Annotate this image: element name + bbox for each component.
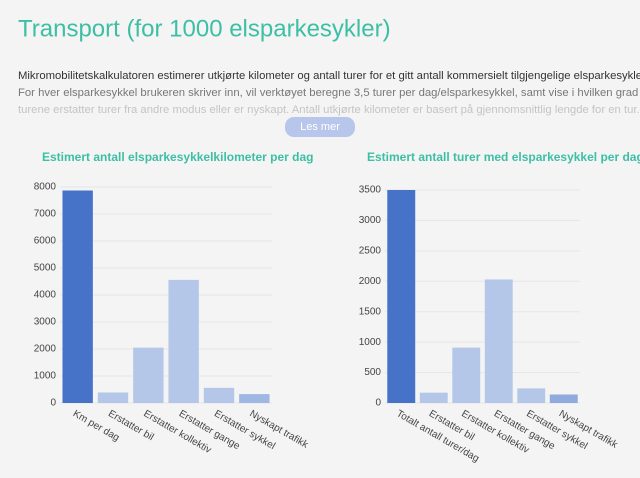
y-tick-label: 6000	[34, 236, 57, 247]
chart-title: Estimert antall turer med elsparkesykkel…	[367, 150, 640, 164]
y-tick-label: 2000	[359, 276, 382, 287]
x-tick-label: Nyskapt trafikk	[248, 408, 311, 451]
y-tick-label: 2000	[34, 344, 57, 355]
chart-title: Estimert antall elsparkesykkelkilometer …	[42, 150, 313, 164]
y-tick-label: 3500	[359, 185, 382, 196]
y-tick-label: 3000	[34, 317, 57, 328]
y-tick-label: 1000	[359, 337, 382, 348]
bar	[62, 190, 93, 403]
intro-line: turene erstatter turer fra andre modus e…	[18, 104, 640, 116]
y-tick-label: 8000	[34, 182, 57, 193]
bar	[549, 394, 578, 403]
y-tick-label: 2500	[359, 245, 382, 256]
y-tick-label: 7000	[34, 209, 57, 220]
bar	[97, 392, 129, 403]
y-tick-label: 0	[50, 398, 56, 409]
bar	[517, 388, 546, 403]
bar	[133, 347, 164, 403]
read-more-label[interactable]: Les mer	[300, 121, 340, 133]
y-tick-label: 1500	[359, 306, 382, 317]
bar	[203, 387, 235, 403]
bar	[168, 279, 199, 403]
y-tick-label: 5000	[34, 263, 57, 274]
bar	[452, 347, 481, 403]
y-tick-label: 3000	[359, 215, 382, 226]
bar	[484, 279, 513, 403]
page-title: Transport (for 1000 elsparkesykler)	[18, 15, 391, 42]
y-tick-label: 500	[364, 367, 381, 378]
intro-line: Mikromobilitetskalkulatoren estimerer ut…	[18, 70, 640, 82]
read-more-button[interactable]	[285, 117, 355, 137]
bar	[239, 394, 270, 403]
y-tick-label: 4000	[34, 290, 57, 301]
intro-line: For hver elsparkesykkel brukeren skriver…	[18, 87, 638, 99]
bar	[387, 190, 416, 403]
y-tick-label: 0	[375, 398, 381, 409]
y-tick-label: 1000	[34, 371, 57, 382]
bar	[419, 392, 448, 403]
